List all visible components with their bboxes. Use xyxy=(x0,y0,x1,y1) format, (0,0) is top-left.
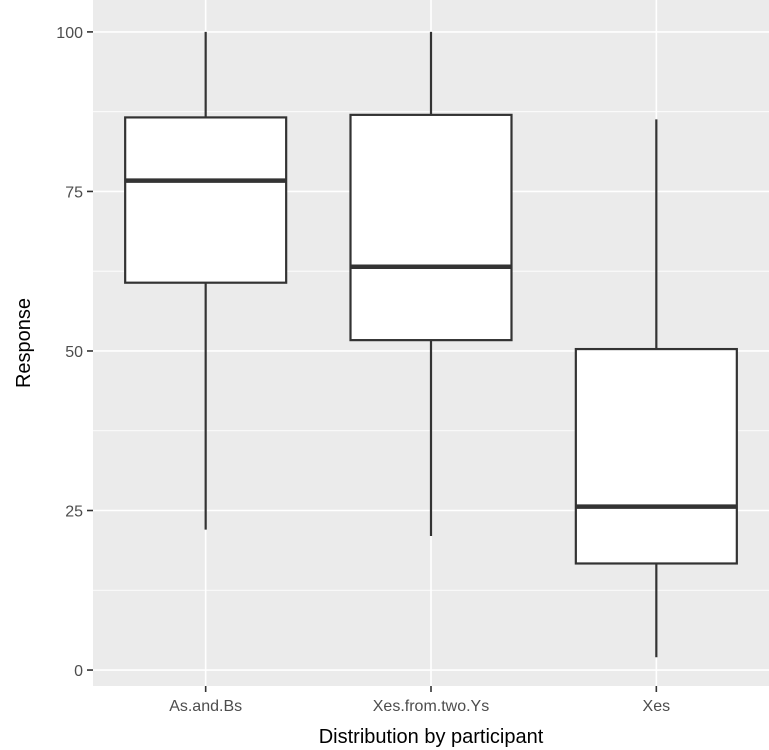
y-tick-label: 75 xyxy=(65,184,83,201)
y-axis: 0 25 50 75 100 xyxy=(56,25,93,680)
y-tick-label: 0 xyxy=(74,663,83,680)
y-tick-label: 100 xyxy=(56,25,83,42)
x-tick-label: As.and.Bs xyxy=(169,698,242,715)
box-iqr xyxy=(574,347,738,565)
box-iqr xyxy=(124,116,288,284)
box-Xes xyxy=(574,119,738,658)
box-iqr xyxy=(349,113,513,342)
x-tick-label: Xes xyxy=(643,698,671,715)
box-As.and.Bs xyxy=(124,31,288,530)
y-axis-title: Response xyxy=(13,298,35,388)
x-tick-label: Xes.from.two.Ys xyxy=(373,698,489,715)
y-tick-label: 50 xyxy=(65,344,83,361)
x-axis-title: Distribution by participant xyxy=(319,726,544,748)
box-series xyxy=(124,31,738,658)
x-axis: As.and.Bs Xes.from.two.Ys Xes xyxy=(169,686,670,715)
box-Xes.from.two.Ys xyxy=(349,31,513,537)
y-tick-label: 25 xyxy=(65,504,83,521)
